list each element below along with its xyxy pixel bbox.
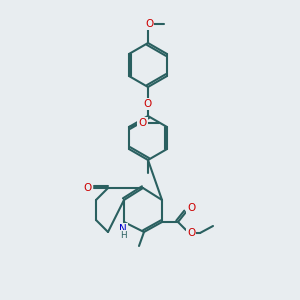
Text: O: O bbox=[139, 118, 147, 128]
Text: H: H bbox=[120, 232, 126, 241]
Text: O: O bbox=[144, 99, 152, 109]
Text: O: O bbox=[145, 19, 153, 29]
Text: N: N bbox=[119, 224, 127, 234]
Text: O: O bbox=[83, 183, 91, 193]
Text: O: O bbox=[187, 203, 195, 213]
Text: O: O bbox=[187, 228, 195, 238]
